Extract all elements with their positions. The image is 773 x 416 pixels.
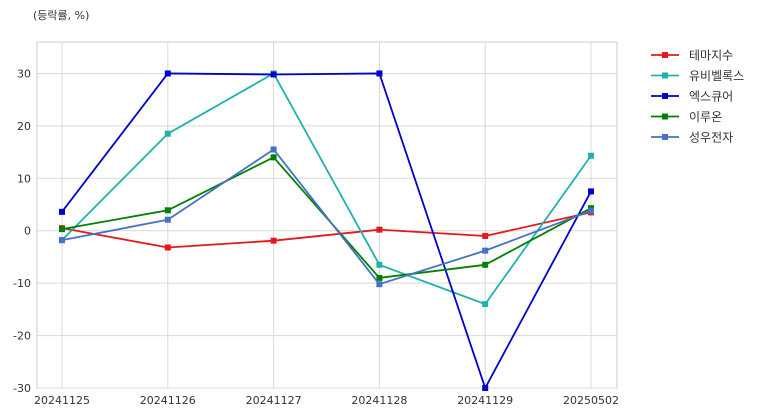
data-point <box>164 244 171 251</box>
legend-item: 성우전자 <box>651 131 733 145</box>
legend-item: 이루온 <box>651 110 722 124</box>
legend-marker <box>662 93 668 99</box>
data-point <box>270 237 277 244</box>
legend-item: 테마지수 <box>651 49 733 63</box>
data-point <box>59 237 65 244</box>
x-tick-label: 20241129 <box>457 394 513 407</box>
legend-label: 성우전자 <box>689 131 733 145</box>
y-tick-label: -30 <box>13 382 31 395</box>
x-tick-label: 20250502 <box>563 394 619 407</box>
unit-label: (등락률, %) <box>33 9 89 22</box>
y-tick-label: 0 <box>24 225 31 238</box>
legend-label: 이루온 <box>689 110 722 124</box>
legend-label: 테마지수 <box>689 49 733 63</box>
x-tick-label: 20241127 <box>246 394 302 407</box>
grid <box>36 41 618 389</box>
data-point <box>588 188 594 195</box>
data-point <box>164 216 171 223</box>
data-point <box>270 71 277 78</box>
series-2 <box>59 70 594 308</box>
data-point <box>376 274 383 281</box>
data-point <box>482 247 489 254</box>
series-line <box>61 72 592 389</box>
series-line <box>61 148 592 286</box>
plot-frame <box>36 41 618 389</box>
legend-marker <box>662 52 668 58</box>
data-point <box>59 226 65 233</box>
legend-item: 유비벨록스 <box>651 69 744 83</box>
data-point <box>588 152 594 159</box>
legend-label: 엑스큐어 <box>689 90 733 104</box>
y-tick-label: -10 <box>13 277 31 290</box>
data-point <box>270 146 277 153</box>
series-line <box>61 211 592 249</box>
data-point <box>482 232 489 239</box>
series-5 <box>59 146 594 288</box>
data-point <box>164 207 171 214</box>
series-line <box>61 72 592 306</box>
legend-label: 유비벨록스 <box>689 69 744 83</box>
y-tick-label: 30 <box>17 67 31 80</box>
data-point <box>482 261 489 268</box>
legend-item: 엑스큐어 <box>651 90 733 104</box>
legend-marker <box>662 134 668 140</box>
data-point <box>376 261 383 268</box>
data-point <box>59 208 65 215</box>
data-point <box>376 281 383 288</box>
y-tick-label: 10 <box>17 172 31 185</box>
data-point <box>376 70 383 77</box>
data-point <box>482 301 489 308</box>
legend-marker <box>662 113 668 120</box>
legend-marker <box>662 72 668 79</box>
x-tick-label: 20241128 <box>351 394 407 407</box>
series-layer <box>59 70 594 391</box>
y-tick-label: 20 <box>17 120 31 133</box>
series-3 <box>59 70 594 391</box>
data-point <box>270 154 277 161</box>
y-tick-label: -20 <box>13 330 31 343</box>
data-point <box>376 226 383 233</box>
data-point <box>164 130 171 137</box>
data-point <box>482 385 489 391</box>
x-tick-label: 20241126 <box>140 394 196 407</box>
data-point <box>588 207 594 214</box>
data-point <box>164 70 171 77</box>
x-tick-label: 20241125 <box>34 394 90 407</box>
